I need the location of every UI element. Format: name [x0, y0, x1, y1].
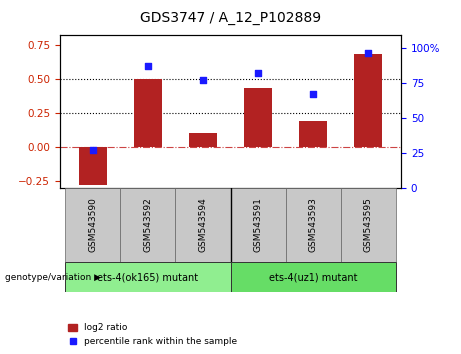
- Bar: [341, 188, 396, 262]
- Bar: [65, 188, 120, 262]
- Bar: [189, 133, 217, 147]
- Point: [144, 64, 152, 69]
- Text: GSM543592: GSM543592: [143, 198, 153, 252]
- Text: GSM543590: GSM543590: [89, 197, 97, 252]
- Bar: [299, 121, 327, 147]
- Bar: [230, 262, 396, 292]
- Bar: [134, 79, 162, 147]
- Bar: [355, 55, 382, 147]
- Text: ets-4(uz1) mutant: ets-4(uz1) mutant: [269, 272, 357, 282]
- Text: GSM543591: GSM543591: [254, 197, 262, 252]
- Bar: [230, 188, 285, 262]
- Text: GDS3747 / A_12_P102889: GDS3747 / A_12_P102889: [140, 11, 321, 25]
- Point: [364, 50, 372, 55]
- Text: genotype/variation ▶: genotype/variation ▶: [5, 273, 100, 281]
- Text: GSM543593: GSM543593: [308, 197, 318, 252]
- Text: GSM543595: GSM543595: [364, 197, 372, 252]
- Bar: [285, 188, 341, 262]
- Bar: [79, 147, 106, 185]
- Bar: [244, 88, 272, 147]
- Legend: log2 ratio, percentile rank within the sample: log2 ratio, percentile rank within the s…: [65, 320, 241, 349]
- Point: [309, 91, 317, 97]
- Point: [89, 147, 97, 153]
- Point: [199, 78, 207, 83]
- Bar: [65, 262, 230, 292]
- Bar: [176, 188, 230, 262]
- Text: ets-4(ok165) mutant: ets-4(ok165) mutant: [97, 272, 199, 282]
- Bar: [120, 188, 176, 262]
- Point: [254, 70, 262, 76]
- Text: GSM543594: GSM543594: [199, 198, 207, 252]
